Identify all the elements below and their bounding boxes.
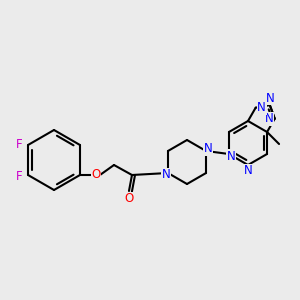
Text: N: N [257,101,266,114]
Text: N: N [204,142,212,155]
Text: F: F [16,169,22,182]
Text: O: O [92,169,100,182]
Text: N: N [244,164,252,178]
Text: N: N [266,92,274,105]
Text: F: F [16,137,22,151]
Text: N: N [264,112,273,125]
Text: O: O [124,193,134,206]
Text: N: N [226,149,235,163]
Text: N: N [162,169,170,182]
